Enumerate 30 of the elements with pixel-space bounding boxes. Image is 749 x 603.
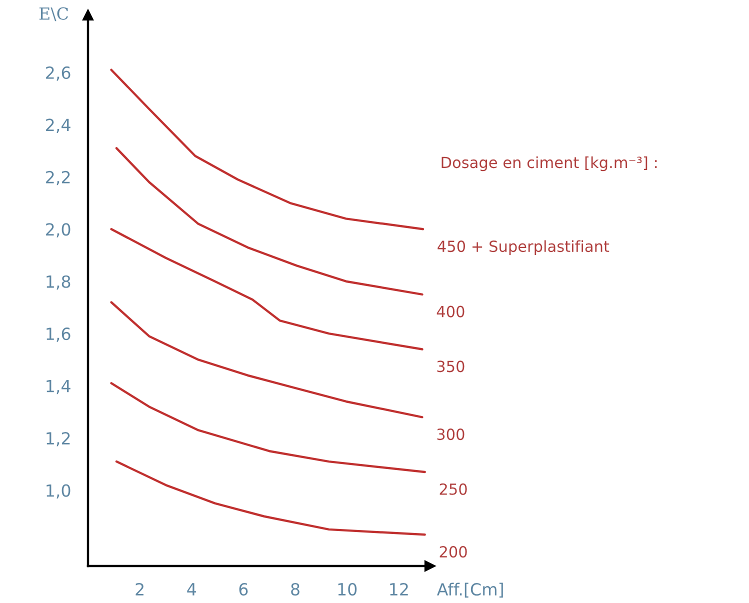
line-series xyxy=(110,68,424,230)
y-tick-label: 1,2 xyxy=(46,432,70,446)
y-axis-title: E\C xyxy=(39,7,68,22)
y-tick-label: 1,6 xyxy=(46,328,70,342)
x-tick-label: 8 xyxy=(291,582,300,596)
y-tick-label: 2,0 xyxy=(46,223,70,238)
line-series xyxy=(110,228,424,350)
y-tick-label: 2,2 xyxy=(46,170,70,186)
legend-title: Dosage en ciment [kg.m⁻³] : xyxy=(442,156,657,172)
line-series xyxy=(110,382,426,474)
y-tick-label: 1,8 xyxy=(46,275,70,290)
x-tick-label: 2 xyxy=(136,582,144,596)
line-series xyxy=(110,301,424,418)
x-axis-title: Aff.[Cm] xyxy=(436,582,503,598)
series-label: 400 xyxy=(436,306,464,318)
series-label: 450 + Superplastifiant xyxy=(438,240,610,256)
y-tick-label: 1,4 xyxy=(46,380,70,394)
y-tick-label: 1,0 xyxy=(46,484,70,499)
series-label: 300 xyxy=(437,428,464,440)
series-label: 250 xyxy=(440,483,467,495)
y-tick-label: 2,4 xyxy=(46,118,70,133)
series-label: 200 xyxy=(440,546,467,558)
line-series xyxy=(115,460,426,536)
y-tick-label: 2,6 xyxy=(46,66,70,81)
x-tick-label: 4 xyxy=(187,583,196,596)
series-label: 350 xyxy=(437,360,464,372)
x-tick-label: 10 xyxy=(338,582,357,596)
line-series xyxy=(115,147,424,296)
x-tick-label: 6 xyxy=(239,582,248,596)
x-tick-label: 12 xyxy=(390,582,408,596)
